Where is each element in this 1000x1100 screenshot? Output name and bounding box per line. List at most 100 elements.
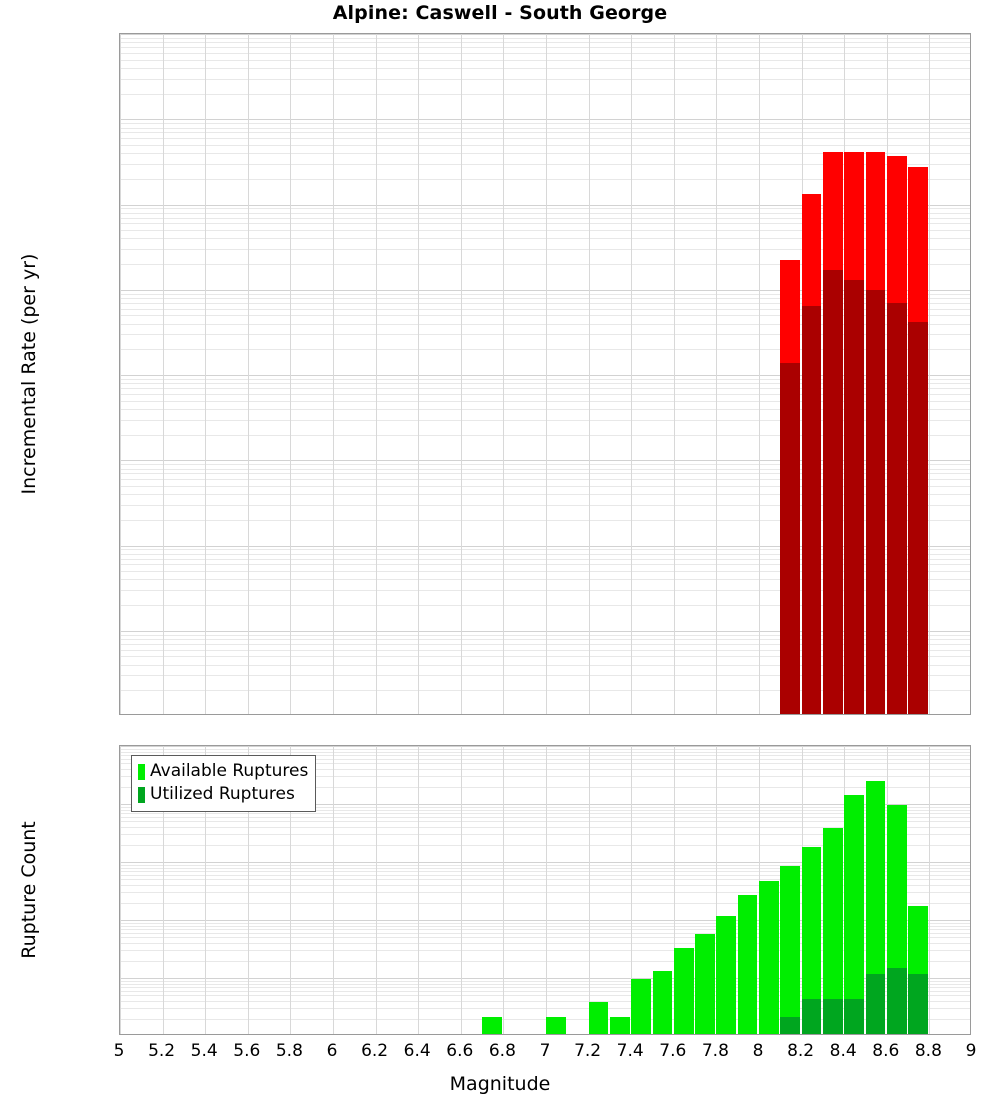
gridline-vertical xyxy=(333,746,334,1034)
gridline xyxy=(120,923,970,924)
gridline xyxy=(120,223,970,224)
gridline xyxy=(120,926,970,927)
bar-overlay-segment xyxy=(865,973,886,1034)
x-tick-label: 5.8 xyxy=(275,1041,303,1061)
gridline xyxy=(120,290,970,291)
bar-overlay-segment xyxy=(908,973,928,1034)
gridline xyxy=(120,903,970,904)
bar xyxy=(822,828,843,1034)
gridline xyxy=(120,875,970,876)
gridline xyxy=(120,38,970,39)
gridline xyxy=(120,559,970,560)
gridline xyxy=(120,394,970,395)
x-tick-label: 7.4 xyxy=(616,1041,644,1061)
legend-label: Utilized Ruptures xyxy=(150,784,295,804)
gridline xyxy=(120,123,970,124)
gridline xyxy=(120,375,970,376)
bar xyxy=(801,846,822,1034)
gridline xyxy=(120,94,970,95)
x-tick-label: 5.4 xyxy=(190,1041,218,1061)
x-tick-label: 7.2 xyxy=(574,1041,602,1061)
gridline-vertical xyxy=(461,746,462,1034)
gridline-vertical xyxy=(248,746,249,1034)
gridline xyxy=(120,675,970,676)
gridline-vertical xyxy=(120,34,121,714)
bar-overlay-segment xyxy=(801,999,822,1034)
x-tick-label: 6.6 xyxy=(446,1041,474,1061)
gridline xyxy=(120,42,970,43)
gridline xyxy=(120,827,970,828)
gridline xyxy=(120,264,970,265)
bar-overlay-segment xyxy=(780,1016,801,1034)
gridline xyxy=(120,230,970,231)
gridline-vertical xyxy=(589,746,590,1034)
gridline-vertical xyxy=(716,34,717,714)
gridline xyxy=(120,665,970,666)
x-tick-label: 5.2 xyxy=(148,1041,176,1061)
bar xyxy=(844,795,864,1034)
gridline xyxy=(120,138,970,139)
gridline xyxy=(120,929,970,930)
gridline xyxy=(120,494,970,495)
gridline-vertical xyxy=(418,34,419,714)
gridline-vertical xyxy=(163,746,164,1034)
gridline xyxy=(120,984,970,985)
gridline-vertical xyxy=(461,34,462,714)
gridline xyxy=(120,937,970,938)
bar xyxy=(908,167,928,714)
gridline xyxy=(120,549,970,550)
gridline-vertical xyxy=(205,746,206,1034)
gridline xyxy=(120,79,970,80)
gridline xyxy=(120,746,970,747)
bar xyxy=(482,1016,502,1034)
gridline-vertical xyxy=(929,34,930,714)
page-title: Alpine: Caswell - South George xyxy=(332,2,668,24)
gridline xyxy=(120,845,970,846)
gridline xyxy=(120,868,970,869)
x-axis-label: Magnitude xyxy=(449,1073,551,1095)
gridline xyxy=(120,53,970,54)
gridline xyxy=(120,631,970,632)
gridline-vertical xyxy=(376,746,377,1034)
legend-swatch xyxy=(138,786,145,803)
gridline xyxy=(120,943,970,944)
bar xyxy=(716,915,737,1034)
gridline-vertical xyxy=(631,34,632,714)
gridline xyxy=(120,987,970,988)
x-tick-label: 7 xyxy=(539,1041,551,1061)
bar xyxy=(886,156,907,714)
gridline xyxy=(120,804,970,805)
bar xyxy=(631,978,651,1034)
gridline-vertical xyxy=(163,34,164,714)
gridline xyxy=(120,981,970,982)
x-tick-label: 9 xyxy=(965,1041,977,1061)
gridline xyxy=(120,862,970,863)
bar-overlay-segment xyxy=(886,303,907,714)
gridline xyxy=(120,119,970,120)
gridline xyxy=(120,554,970,555)
gridline xyxy=(120,769,970,770)
bar-overlay-segment xyxy=(844,279,864,714)
gridline xyxy=(120,435,970,436)
x-tick-label: 7.8 xyxy=(701,1041,729,1061)
gridline xyxy=(120,303,970,304)
gridline xyxy=(120,315,970,316)
gridline xyxy=(120,579,970,580)
gridline xyxy=(120,752,970,753)
x-tick-label: 7.6 xyxy=(659,1041,687,1061)
x-tick-label: 5.6 xyxy=(233,1041,261,1061)
gridline xyxy=(120,635,970,636)
bar xyxy=(801,194,822,714)
gridline xyxy=(120,892,970,893)
gridline-vertical xyxy=(333,34,334,714)
gridline xyxy=(120,132,970,133)
bar xyxy=(759,880,779,1034)
gridline xyxy=(120,520,970,521)
bar-overlay-segment xyxy=(801,306,822,714)
bar-overlay-segment xyxy=(908,321,928,714)
gridline-vertical xyxy=(631,746,632,1034)
gridline xyxy=(120,401,970,402)
gridline xyxy=(120,817,970,818)
gridline xyxy=(120,950,970,951)
gridline xyxy=(120,238,970,239)
